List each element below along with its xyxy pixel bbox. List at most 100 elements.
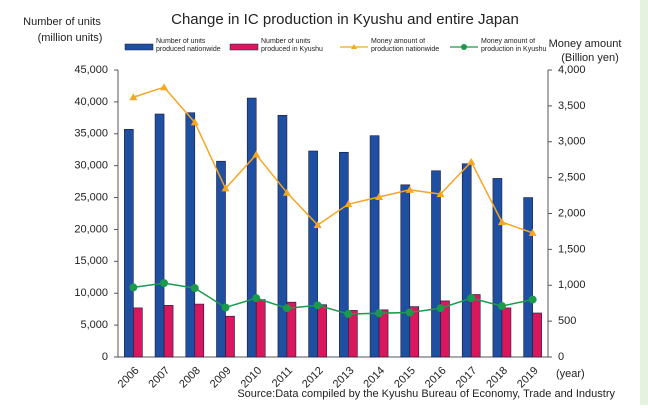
point: [436, 190, 445, 198]
point: [313, 220, 322, 228]
bar: [440, 300, 450, 358]
x-tick-label: 2007: [146, 365, 172, 391]
y-axis-label: Number of units: [23, 16, 101, 28]
point: [190, 118, 199, 126]
point: [528, 295, 537, 304]
point: [282, 304, 291, 313]
bar: [400, 184, 411, 358]
bar: [339, 151, 349, 358]
line: [133, 282, 533, 315]
legend-swatch: [229, 43, 259, 51]
bar: [255, 299, 266, 358]
y2-tick-label: 1,500: [558, 243, 586, 255]
legend-entry: Money amount of production in Kyushu: [481, 38, 547, 53]
bar: [185, 112, 196, 358]
point: [405, 308, 414, 317]
bar: [133, 307, 143, 358]
point: [221, 184, 230, 192]
bar: [286, 301, 297, 358]
bar: [492, 178, 503, 358]
bar: [523, 197, 533, 358]
legend-label: Number of units produced in Kyushu: [261, 38, 323, 53]
point: [528, 228, 537, 236]
point: [375, 309, 384, 318]
point: [344, 309, 353, 318]
legend-entry: Number of units produced in Kyushu: [261, 38, 323, 53]
x-tick-label: 2018: [484, 365, 510, 391]
legend-swatch: [124, 43, 154, 51]
bar: [124, 129, 134, 358]
x-tick-label: 2017: [454, 365, 480, 391]
bar: [378, 309, 389, 358]
x-tick-label: 2019: [515, 365, 541, 391]
y-tick-label: 15,000: [74, 255, 108, 267]
point: [467, 157, 476, 165]
x-tick-label: 2008: [177, 365, 203, 391]
side-strip: [640, 0, 648, 405]
y2-axis-label: Money amount: [549, 38, 622, 50]
y-tick-label: 25,000: [74, 191, 108, 203]
y-axis-label: (million units): [38, 32, 103, 44]
y2-tick-label: 2,500: [558, 172, 586, 184]
y-tick-label: 40,000: [74, 96, 108, 108]
point: [190, 284, 199, 293]
bar: [470, 294, 481, 358]
y-tick-label: 5,000: [80, 319, 108, 331]
legend-entry: Money amount of production nationwide: [371, 38, 439, 53]
y2-tick-label: 0: [558, 351, 564, 363]
bar: [501, 307, 512, 358]
point: [129, 93, 138, 101]
y2-tick-label: 3,000: [558, 136, 586, 148]
bar: [216, 160, 226, 358]
point: [313, 301, 322, 310]
point: [375, 192, 384, 200]
point: [467, 294, 476, 303]
x-tick-label: 2006: [116, 365, 142, 391]
legend-swatch: [351, 44, 357, 49]
x-tick-label: 2009: [208, 365, 234, 391]
point: [405, 185, 414, 193]
x-axis-unit: (year): [556, 368, 585, 380]
bar: [317, 304, 327, 358]
point: [497, 218, 506, 226]
legend-swatch: [461, 44, 467, 50]
point: [252, 150, 261, 158]
bar: [409, 306, 420, 358]
y2-tick-label: 2,000: [558, 207, 586, 219]
line: [133, 86, 533, 234]
point: [129, 283, 138, 292]
point: [160, 279, 169, 288]
y-tick-label: 35,000: [74, 128, 108, 140]
chart-title: Change in IC production in Kyushu and en…: [171, 11, 519, 28]
bar: [225, 315, 235, 358]
legend-entry: Number of units produced nationwide: [156, 38, 221, 53]
point: [282, 188, 291, 196]
point: [497, 302, 506, 311]
bar: [461, 163, 472, 358]
y-tick-label: 10,000: [74, 287, 108, 299]
bar: [431, 170, 441, 358]
legend-label: Money amount of production in Kyushu: [481, 38, 547, 53]
y2-tick-label: 3,500: [558, 100, 586, 112]
point: [344, 200, 353, 208]
y-tick-label: 45,000: [74, 64, 108, 76]
bar: [532, 312, 542, 358]
bar: [348, 310, 358, 358]
y2-axis-label: (Billion yen): [561, 52, 618, 64]
point: [252, 294, 261, 303]
x-tick-label: 2013: [331, 365, 357, 391]
legend-label: Number of units produced nationwide: [156, 38, 221, 53]
bar: [277, 114, 288, 358]
x-tick-label: 2011: [270, 365, 295, 390]
y-tick-label: 30,000: [74, 160, 108, 172]
x-tick-label: 2015: [392, 365, 418, 391]
bar: [369, 135, 380, 358]
x-tick-label: 2010: [239, 365, 265, 391]
bar: [194, 303, 205, 358]
point: [160, 83, 169, 91]
x-tick-label: 2014: [361, 365, 387, 391]
bar: [308, 150, 318, 358]
y2-tick-label: 4,000: [558, 64, 586, 76]
y-tick-label: 0: [102, 351, 108, 363]
